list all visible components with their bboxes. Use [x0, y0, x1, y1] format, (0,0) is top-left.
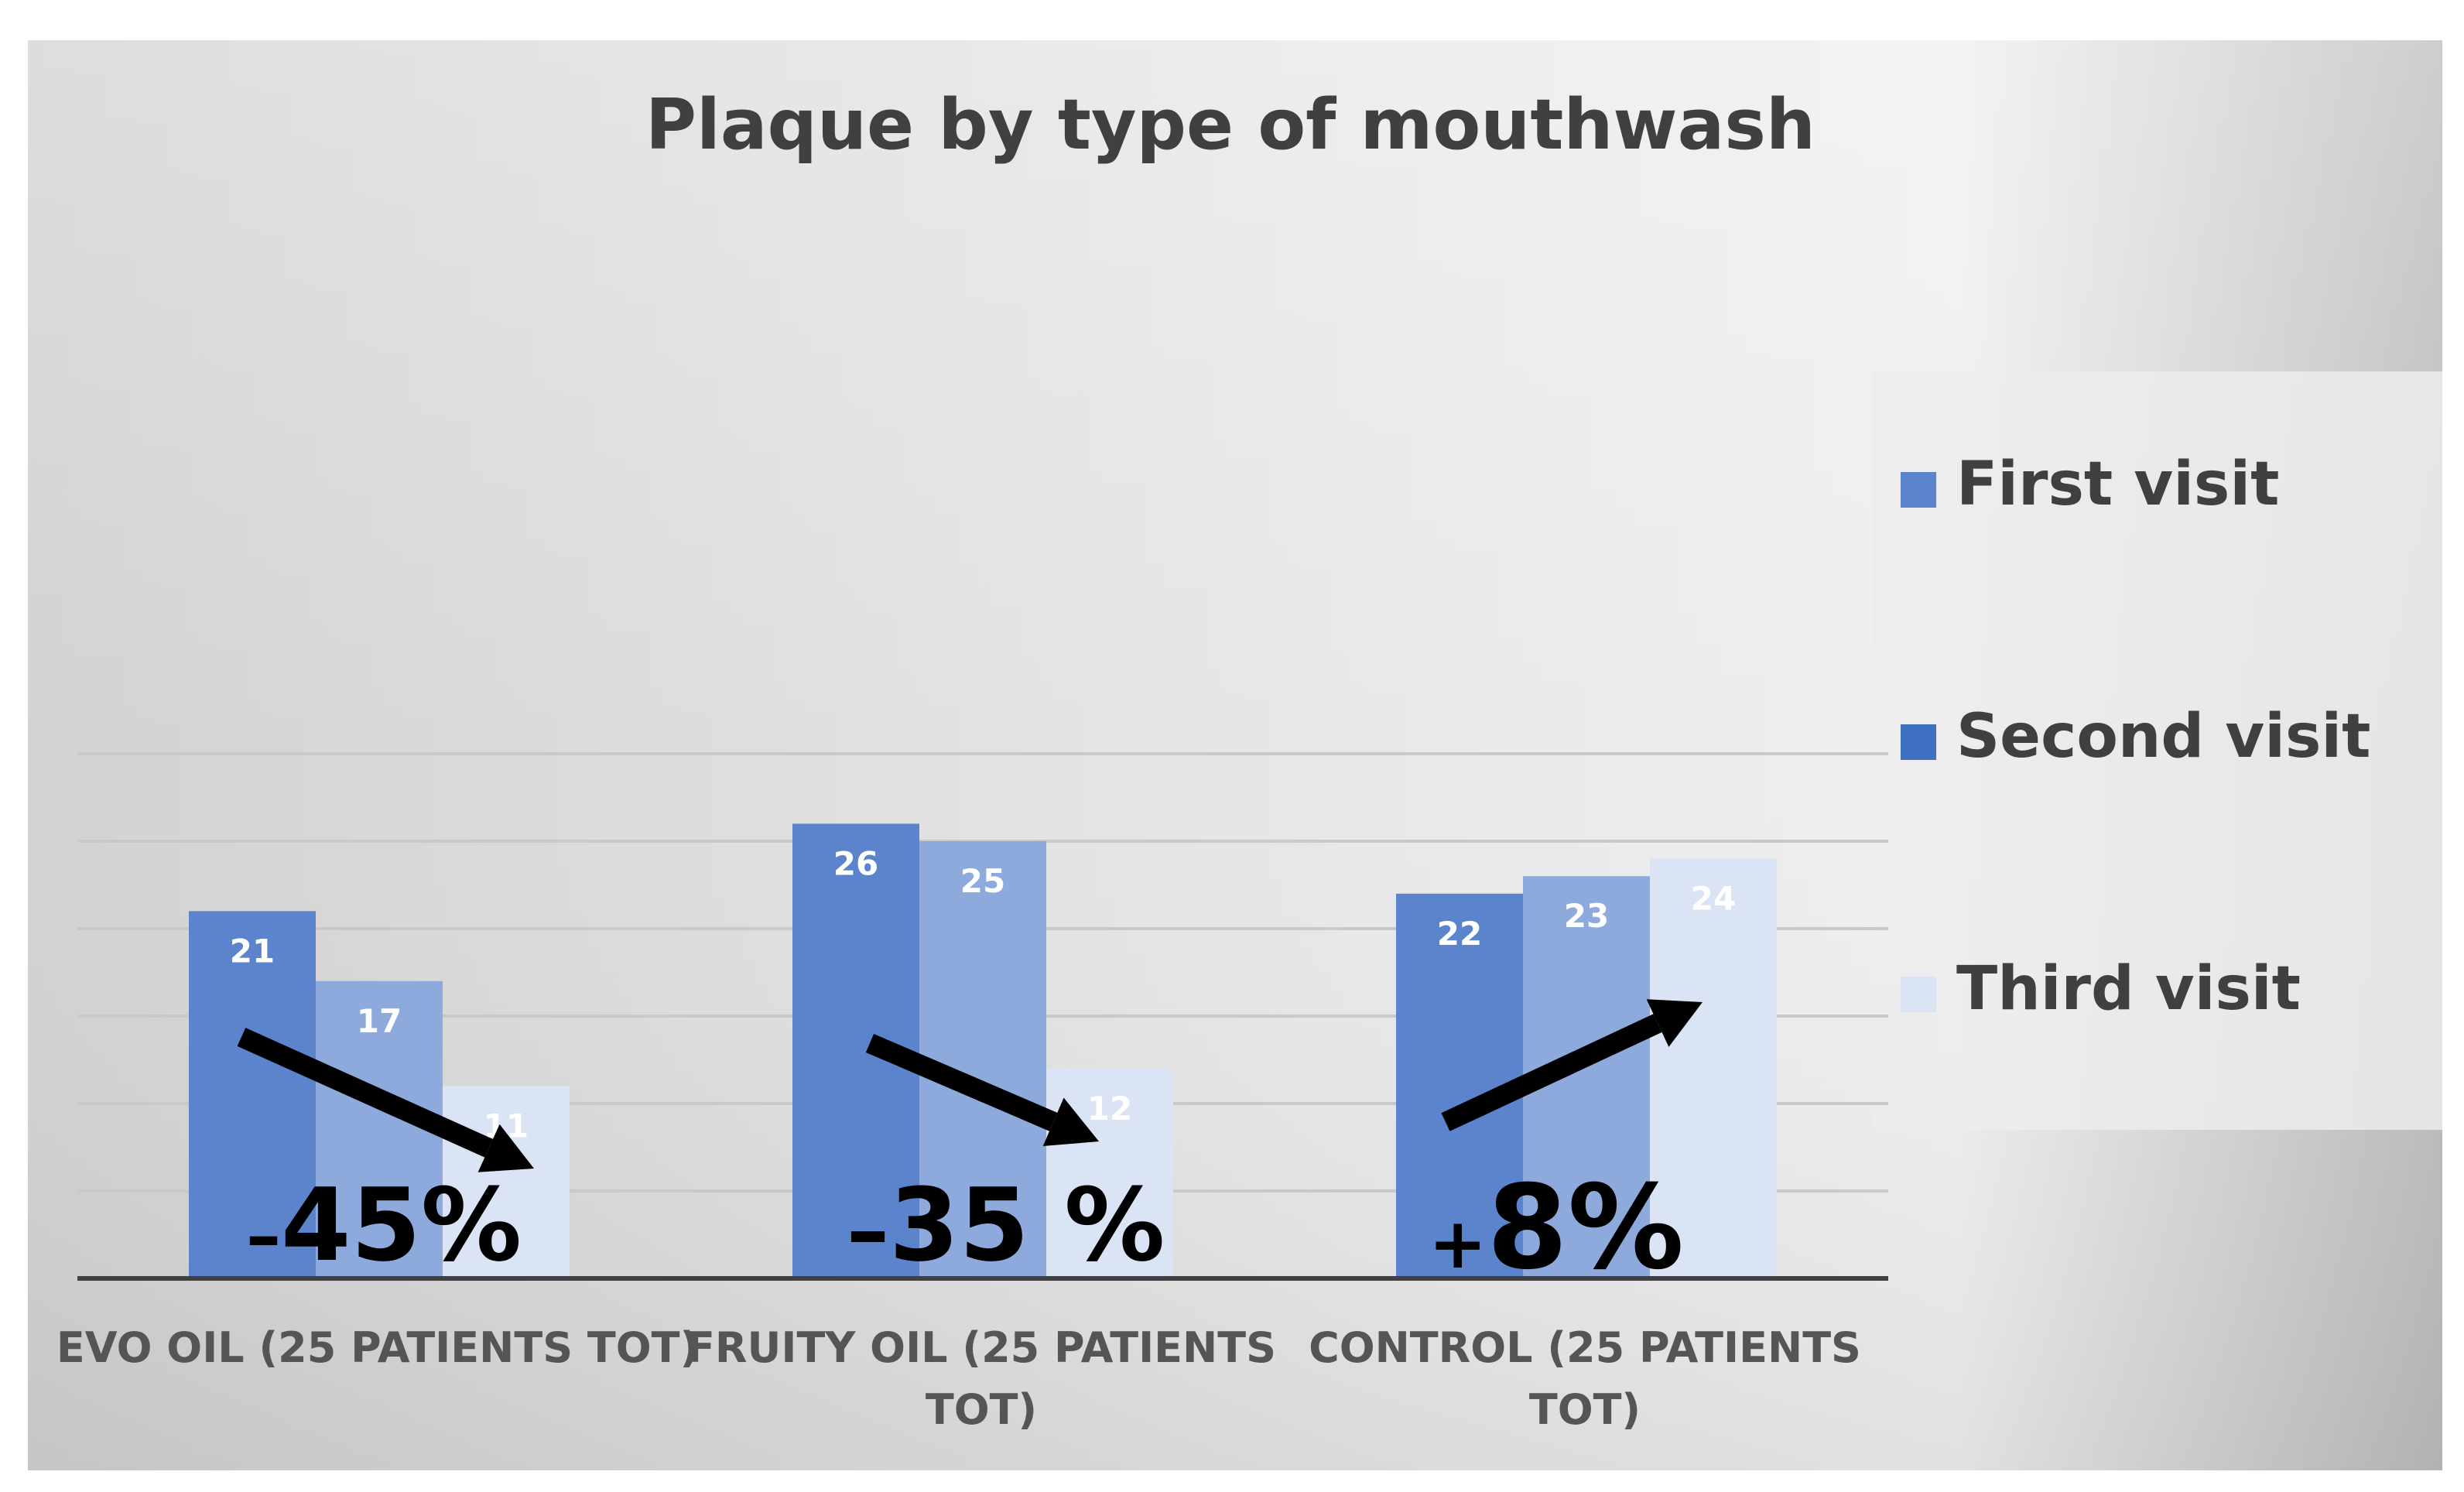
legend-swatch	[1901, 724, 1936, 760]
x-tick-label: TOT)	[1529, 1385, 1641, 1434]
trend-arrow-head	[1042, 1097, 1099, 1147]
trend-percentage: –45%	[246, 1166, 522, 1284]
x-tick-label: FRUITY OIL (25 PATIENTS	[686, 1323, 1276, 1372]
data-label: 26	[833, 844, 878, 882]
trend-arrow-head	[1646, 999, 1703, 1047]
x-axis-tick-labels: EVO OIL (25 PATIENTS TOT)FRUITY OIL (25 …	[56, 1323, 1861, 1434]
bar	[919, 841, 1046, 1278]
bar	[189, 911, 316, 1278]
chart-title: Plaque by type of mouthwash	[645, 84, 1815, 166]
bar	[316, 980, 443, 1278]
legend-swatch	[1901, 977, 1936, 1012]
data-label: 12	[1087, 1090, 1132, 1128]
data-label: 17	[357, 1002, 402, 1040]
data-label: 25	[960, 862, 1005, 900]
legend-label: Third visit	[1956, 954, 2301, 1024]
trend-percentage: –35 %	[847, 1166, 1165, 1284]
trend-value: 35 %	[889, 1166, 1165, 1284]
data-label: 21	[230, 932, 275, 970]
data-label: 23	[1564, 897, 1609, 935]
legend-label: Second visit	[1956, 702, 2370, 772]
trend-arrow	[865, 1034, 1058, 1131]
legend-panel	[1873, 371, 2442, 1130]
legend-swatch	[1901, 472, 1936, 508]
x-tick-label: TOT)	[926, 1385, 1037, 1434]
bars	[189, 823, 1777, 1278]
data-label: 22	[1437, 915, 1482, 953]
trend-value: 8%	[1487, 1161, 1684, 1295]
x-tick-label: EVO OIL (25 PATIENTS TOT)	[56, 1323, 699, 1372]
data-label: 24	[1691, 880, 1736, 918]
trend-arrow-head	[477, 1124, 534, 1172]
trend-sign: +	[1429, 1203, 1487, 1285]
trend-arrow	[237, 1028, 493, 1158]
bar	[1650, 858, 1777, 1278]
trend-percentage: +8%	[1429, 1161, 1684, 1295]
trend-arrow	[1441, 1014, 1662, 1131]
trend-sign: –	[246, 1196, 281, 1277]
bar	[443, 1086, 570, 1278]
x-tick-label: CONTROL (25 PATIENTS	[1309, 1323, 1861, 1372]
trend-value: 45%	[281, 1166, 522, 1284]
legend: First visit Second visit Third visit	[1901, 450, 2370, 1024]
trend-sign: –	[847, 1181, 889, 1280]
annotations: –45% –35 % +8%	[237, 999, 1703, 1295]
legend-label: First visit	[1956, 450, 2279, 519]
